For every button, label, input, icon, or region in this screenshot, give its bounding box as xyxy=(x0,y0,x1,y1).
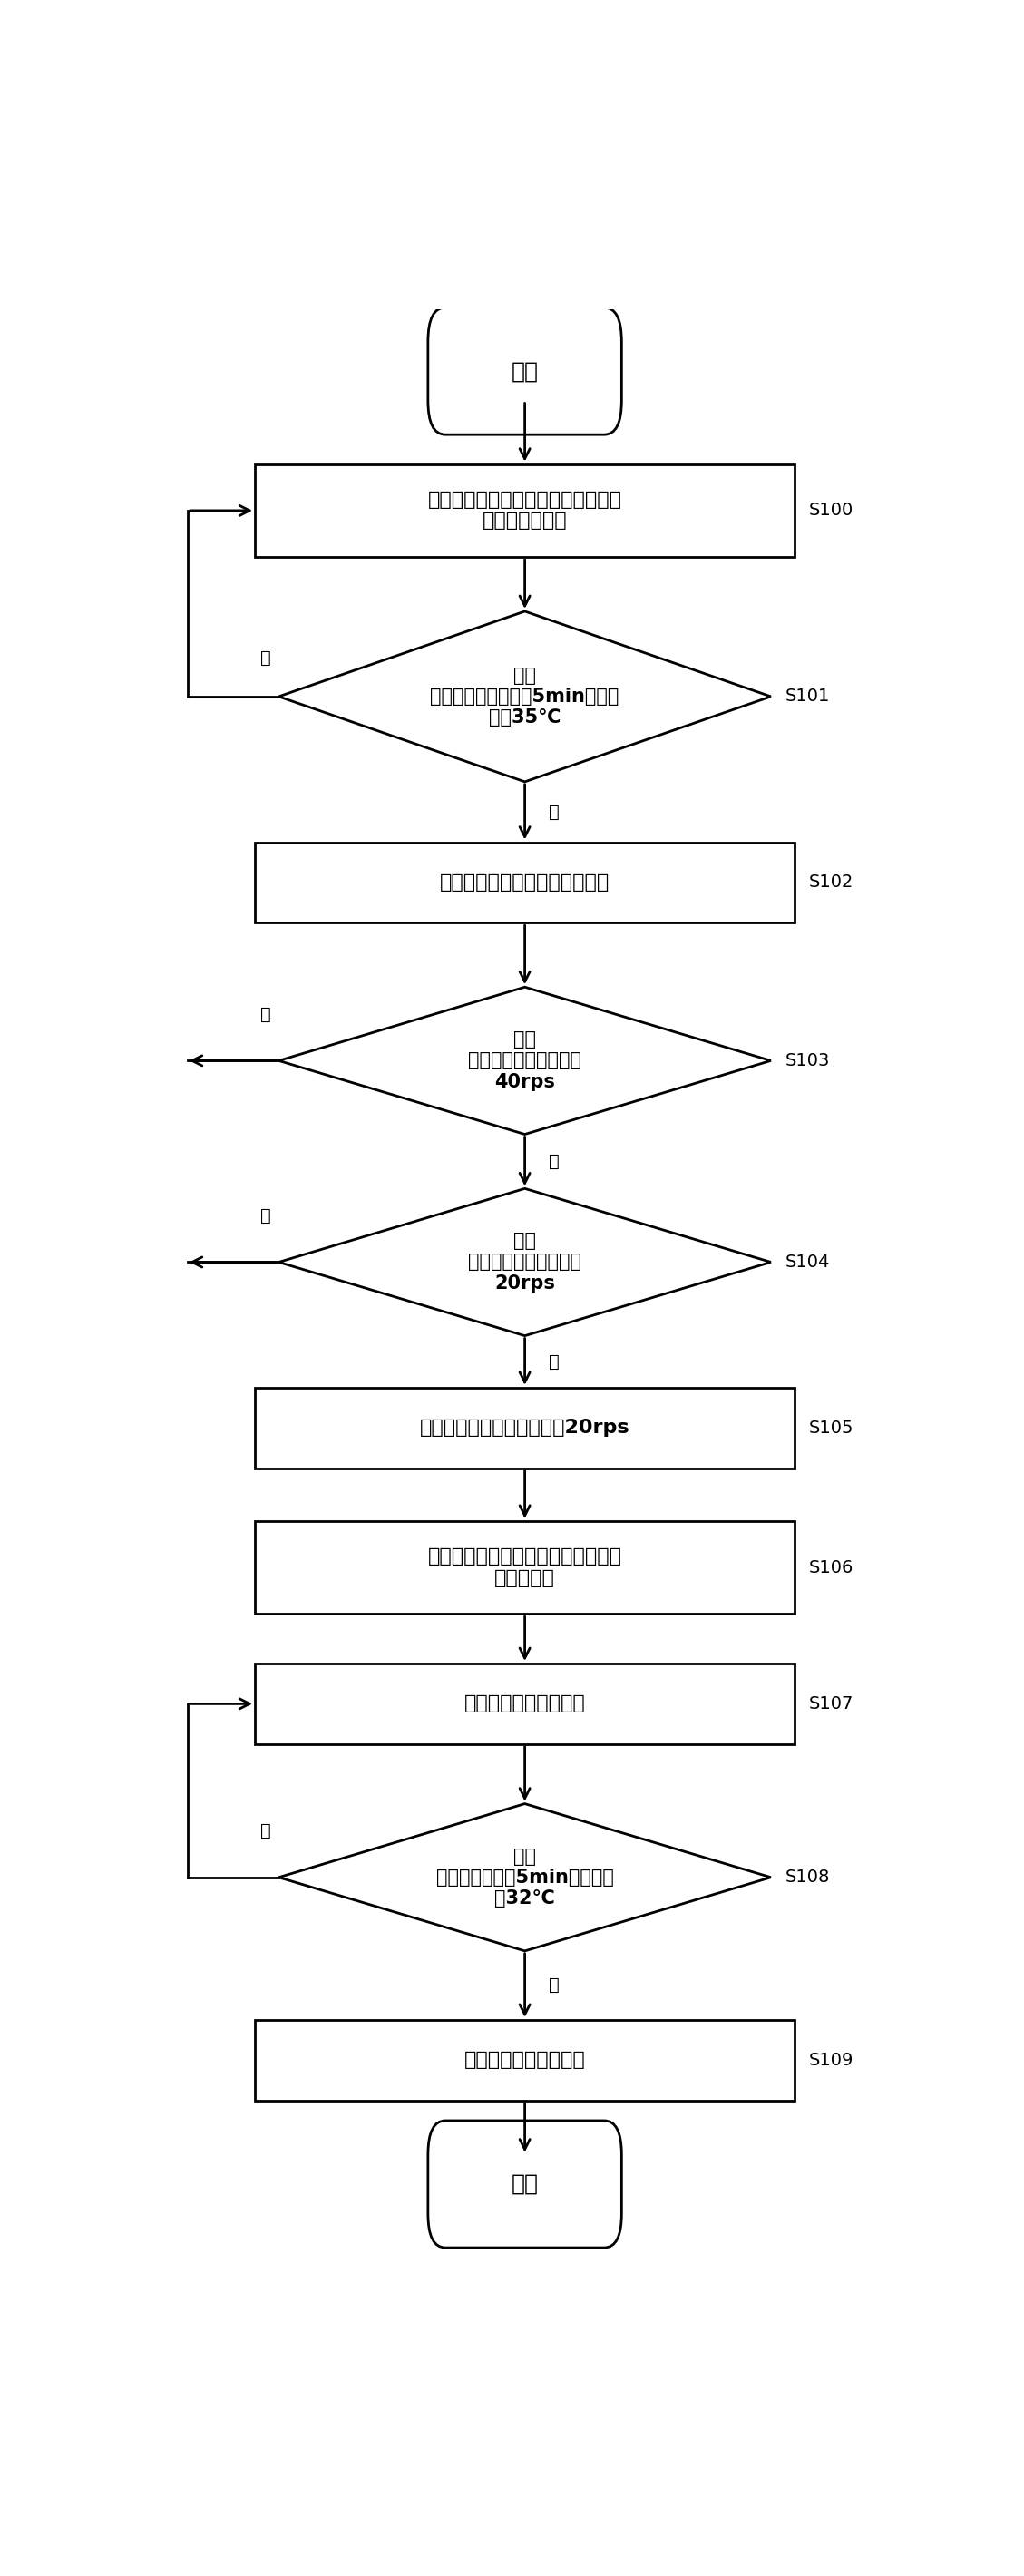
Polygon shape xyxy=(279,1188,771,1337)
Text: 否: 否 xyxy=(260,1208,270,1224)
Text: S100: S100 xyxy=(809,502,854,520)
Bar xyxy=(255,842,795,922)
Polygon shape xyxy=(279,987,771,1133)
Bar xyxy=(255,1388,795,1468)
Text: 变频
压缩机的转速是否大于
20rps: 变频 压缩机的转速是否大于 20rps xyxy=(468,1231,582,1293)
Text: S107: S107 xyxy=(809,1695,854,1713)
Text: 变频
压缩机的转速是否小于
40rps: 变频 压缩机的转速是否小于 40rps xyxy=(468,1030,582,1090)
Text: 在空调器变频运行的情形下，获取第
一室外环境温度: 在空调器变频运行的情形下，获取第 一室外环境温度 xyxy=(428,492,622,531)
Text: 否: 否 xyxy=(260,649,270,667)
Text: 使空调器恢复变频运行: 使空调器恢复变频运行 xyxy=(464,2050,586,2069)
Text: 否: 否 xyxy=(260,1005,270,1023)
Text: S105: S105 xyxy=(809,1419,854,1437)
Text: S101: S101 xyxy=(785,688,829,706)
Text: S103: S103 xyxy=(785,1051,829,1069)
Bar xyxy=(255,2020,795,2099)
Text: 结束: 结束 xyxy=(511,2174,539,2195)
Bar xyxy=(255,464,795,556)
Text: S104: S104 xyxy=(785,1255,829,1270)
Text: 关闭变频压缩机，同时启动空调器的
定频压缩机: 关闭变频压缩机，同时启动空调器的 定频压缩机 xyxy=(428,1548,622,1587)
Text: S109: S109 xyxy=(809,2050,854,2069)
Bar xyxy=(255,1664,795,1744)
Text: 获取空调器的变频压缩机的转速: 获取空调器的变频压缩机的转速 xyxy=(440,873,609,891)
Text: S106: S106 xyxy=(809,1558,854,1577)
Text: 是: 是 xyxy=(549,1154,559,1170)
Polygon shape xyxy=(279,611,771,781)
Text: 否: 否 xyxy=(260,1821,270,1839)
Text: 第二
室外温度是否在5min内始终低
于32℃: 第二 室外温度是否在5min内始终低 于32℃ xyxy=(436,1847,613,1906)
Text: S108: S108 xyxy=(785,1868,829,1886)
Text: 是: 是 xyxy=(549,1976,559,1994)
Polygon shape xyxy=(279,1803,771,1950)
Text: 将变频压缩机的转速下调至20rps: 将变频压缩机的转速下调至20rps xyxy=(420,1419,630,1437)
FancyBboxPatch shape xyxy=(428,307,622,435)
Text: 获取第二室外环境温度: 获取第二室外环境温度 xyxy=(464,1695,586,1713)
Text: 第一
室外环境温度是否在5min内始终
高于35℃: 第一 室外环境温度是否在5min内始终 高于35℃ xyxy=(430,667,620,726)
Bar xyxy=(255,1520,795,1615)
FancyBboxPatch shape xyxy=(428,2120,622,2249)
Text: 是: 是 xyxy=(549,804,559,822)
Text: S102: S102 xyxy=(809,873,854,891)
Text: 是: 是 xyxy=(549,1352,559,1370)
Text: 开始: 开始 xyxy=(511,361,539,381)
